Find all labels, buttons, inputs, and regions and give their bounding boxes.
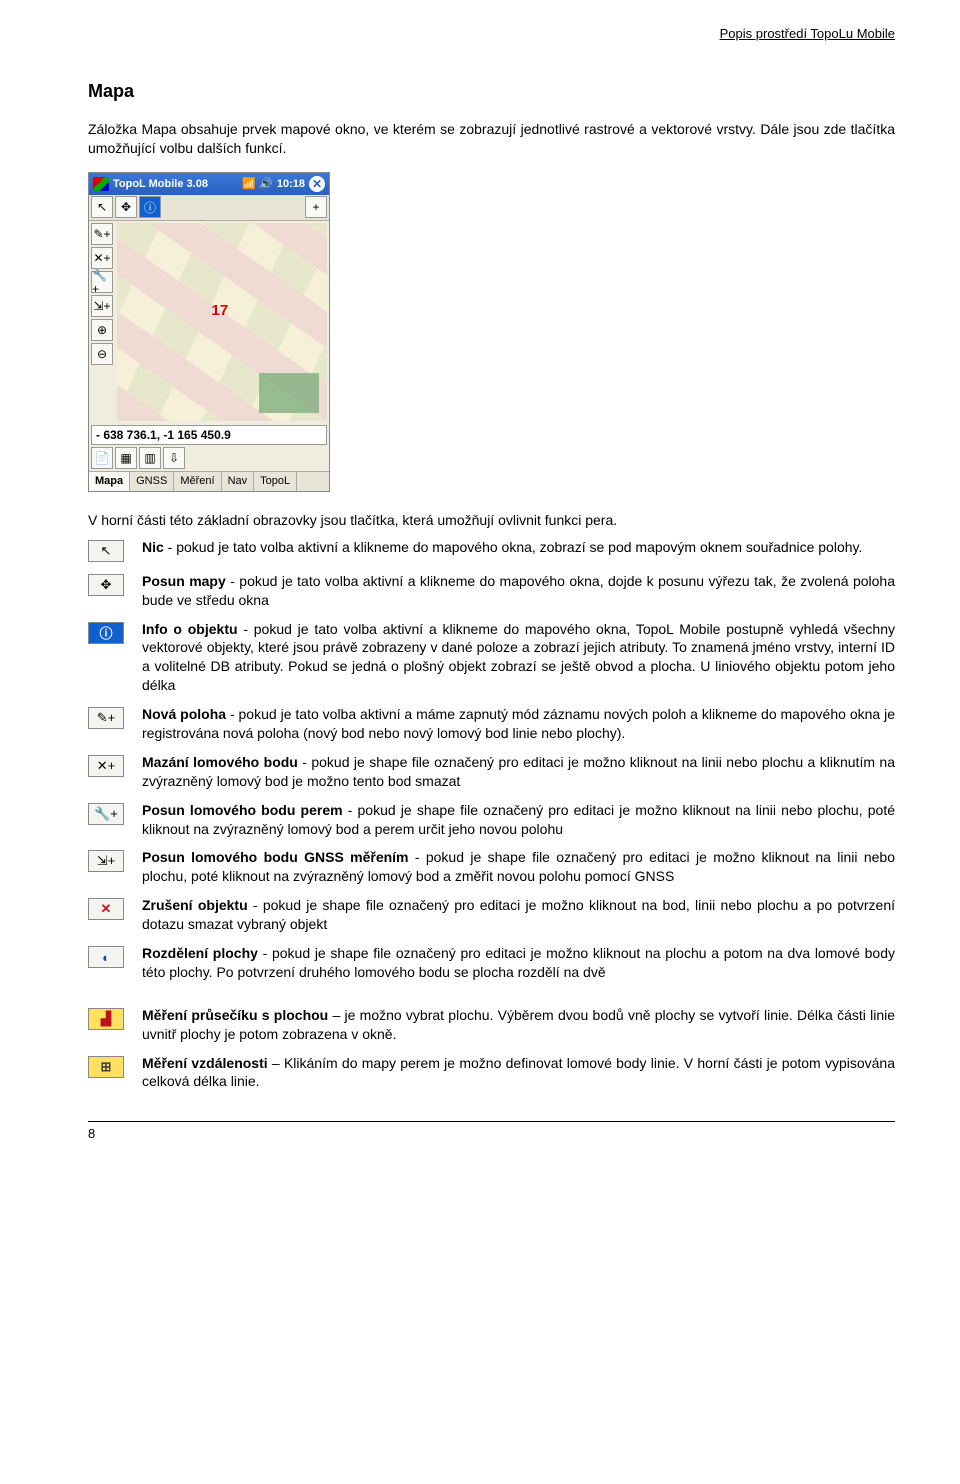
window-titlebar: TopoL Mobile 3.08 📶 🔊 10:18 ✕ [89,173,329,195]
tool-sat[interactable]: ⇲+ [91,295,113,317]
tool-layers2[interactable]: ▥ [139,447,161,469]
page-header: Popis prostředí TopoLu Mobile [88,26,895,41]
titlebar-time: 10:18 [277,178,305,190]
definition-row: ⊞ Měření vzdálenosti – Klikáním do mapy p… [88,1054,895,1092]
tool-extra[interactable]: + [305,196,327,218]
tool-xplus[interactable]: ✕+ [91,247,113,269]
page-footer: 8 [88,1121,895,1141]
definition-term: Nová poloha [142,706,226,722]
section-title: Mapa [88,81,895,102]
toolbar-bottom: 📄 ▦ ▥ ⇩ [91,447,327,469]
tab-topol[interactable]: TopoL [254,472,297,491]
pencil-plus-icon: ✎+ [88,707,124,729]
cursor-icon: ↖ [88,540,124,562]
wrench-plus-icon: 🔧+ [88,803,124,825]
page-number: 8 [88,1126,95,1141]
definition-row: ⇲+ Posun lomového bodu GNSS měřením - pok… [88,848,895,886]
tab-mapa[interactable]: Mapa [89,472,130,491]
definition-text: Mazání lomového bodu - pokud je shape fi… [142,753,895,791]
definition-term: Posun mapy [142,573,226,589]
coordinates-bar: - 638 736.1, -1 165 450.9 [91,425,327,445]
toolbar-side: ✎+ ✕+ 🔧+ ⇲+ ⊕ ⊖ [91,223,115,421]
x-red-icon: ✕ [88,898,124,920]
definition-text: Měření průsečíku s plochou – je možno vy… [142,1006,895,1044]
definition-body: - pokud je tato volba aktivní a klikneme… [142,621,895,694]
definition-text: Zrušení objektu - pokud je shape file oz… [142,896,895,934]
tool-cursor[interactable]: ↖ [91,196,113,218]
definition-text: Posun lomového bodu perem - pokud je sha… [142,801,895,839]
map-canvas[interactable]: 17 [117,223,327,421]
tool-definitions: ↖ Nic - pokud je tato volba aktivní a kli… [88,538,895,982]
split-icon: ◐ [88,946,124,968]
definition-row: ↖ Nic - pokud je tato volba aktivní a kli… [88,538,895,562]
intro-paragraph: Záložka Mapa obsahuje prvek mapové okno,… [88,120,895,158]
tool-move[interactable]: ✥ [115,196,137,218]
definition-term: Měření vzdálenosti [142,1055,268,1071]
definition-body: - pokud je tato volba aktivní a klikneme… [164,539,863,555]
tab-mereni[interactable]: Měření [174,472,221,491]
definition-text: Nová poloha - pokud je tato volba aktivn… [142,705,895,743]
tab-strip: Mapa GNSS Měření Nav TopoL [89,471,329,491]
definition-text: Rozdělení plochy - pokud je shape file o… [142,944,895,982]
intersection-icon: ▟ [88,1008,124,1030]
definition-text: Nic - pokud je tato volba aktivní a klik… [142,538,895,557]
definition-row: ✕+ Mazání lomového bodu - pokud je shape … [88,753,895,791]
definition-term: Posun lomového bodu GNSS měřením [142,849,409,865]
definition-row: ⓘ Info o objektu - pokud je tato volba ak… [88,620,895,696]
tool-pencil[interactable]: ✎+ [91,223,113,245]
definition-body: - pokud je tato volba aktivní a klikneme… [142,573,895,608]
definition-term: Mazání lomového bodu [142,754,298,770]
tab-nav[interactable]: Nav [222,472,255,491]
close-button[interactable]: ✕ [309,176,325,192]
definition-row: ✎+ Nová poloha - pokud je tato volba akti… [88,705,895,743]
tool-zoom-out[interactable]: ⊖ [91,343,113,365]
info-icon: ⓘ [88,622,124,644]
tool-definitions-2: ▟ Měření průsečíku s plochou – je možno v… [88,1006,895,1092]
titlebar-label: TopoL Mobile 3.08 [113,178,208,190]
definition-body: - pokud je shape file označený pro edita… [142,897,895,932]
ruler-icon: ⊞ [88,1056,124,1078]
definition-term: Info o objektu [142,621,238,637]
definition-term: Posun lomového bodu perem [142,802,343,818]
toolbar-top: ↖ ✥ ⓘ + [89,195,329,221]
tool-layers1[interactable]: ▦ [115,447,137,469]
definition-row: ✥ Posun mapy - pokud je tato volba aktivn… [88,572,895,610]
tool-download[interactable]: ⇩ [163,447,185,469]
x-plus-icon: ✕+ [88,755,124,777]
definition-text: Info o objektu - pokud je tato volba akt… [142,620,895,696]
definition-row: 🔧+ Posun lomového bodu perem - pokud je s… [88,801,895,839]
intro2-paragraph: V horní části této základní obrazovky js… [88,512,895,528]
definition-row: ✕ Zrušení objektu - pokud je shape file o… [88,896,895,934]
definition-body: - pokud je tato volba aktivní a máme zap… [142,706,895,741]
tool-info[interactable]: ⓘ [139,196,161,218]
move-icon: ✥ [88,574,124,596]
app-screenshot: TopoL Mobile 3.08 📶 🔊 10:18 ✕ ↖ ✥ ⓘ + ✎+… [88,172,330,492]
definition-term: Nic [142,539,164,555]
map-green-area [259,373,319,413]
map-parcel-number: 17 [212,302,229,319]
tool-zoom-in[interactable]: ⊕ [91,319,113,341]
definition-term: Zrušení objektu [142,897,248,913]
definition-text: Posun lomového bodu GNSS měřením - pokud… [142,848,895,886]
tool-doc[interactable]: 📄 [91,447,113,469]
tool-wrench[interactable]: 🔧+ [91,271,113,293]
definition-term: Rozdělení plochy [142,945,258,961]
definition-text: Posun mapy - pokud je tato volba aktivní… [142,572,895,610]
definition-term: Měření průsečíku s plochou [142,1007,328,1023]
tab-gnss[interactable]: GNSS [130,472,174,491]
sat-plus-icon: ⇲+ [88,850,124,872]
definition-text: Měření vzdálenosti – Klikáním do mapy pe… [142,1054,895,1092]
start-flag-icon [93,177,109,191]
definition-row: ▟ Měření průsečíku s plochou – je možno v… [88,1006,895,1044]
definition-row: ◐ Rozdělení plochy - pokud je shape file … [88,944,895,982]
